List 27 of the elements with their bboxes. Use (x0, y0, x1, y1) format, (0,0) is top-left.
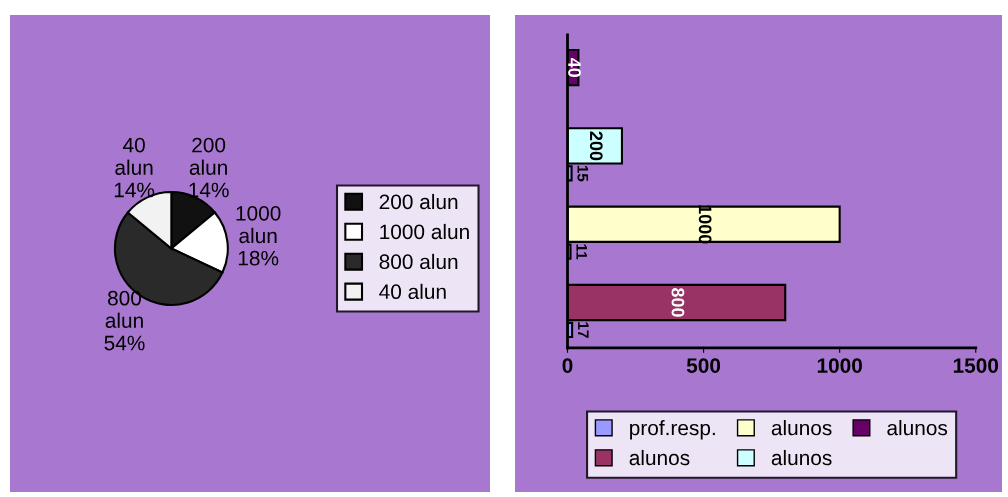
legend-label: alunos (887, 419, 948, 436)
legend-label: alunos (629, 449, 690, 466)
legend-label: alunos (771, 449, 832, 466)
data-label: 14% (189, 182, 229, 198)
data-label: 54% (104, 335, 145, 351)
legend-label: 800 alun (379, 253, 458, 270)
x-tick-label: 0 (562, 358, 573, 373)
x-tick-label: 1500 (953, 358, 999, 373)
data-label: 800 (671, 288, 685, 317)
data-label: 200 (589, 131, 603, 161)
slice-label: 200 alun (189, 137, 227, 175)
data-label: 18% (238, 250, 279, 266)
slice-label: 40 alun (115, 137, 153, 175)
data-label: 17 (578, 322, 589, 338)
legend-label: alunos (771, 419, 832, 436)
data-label: 11 (576, 244, 587, 260)
slice-label: 800 alun (105, 290, 143, 328)
x-tick-label: 1000 (817, 358, 862, 373)
legend-label: 40 alun (379, 283, 446, 300)
legend-label: 1000 alun (380, 223, 469, 240)
data-label: 15 (577, 165, 589, 182)
x-tick-label: 500 (686, 358, 721, 373)
legend-label: 200 alun (379, 193, 458, 210)
data-label: 14% (114, 182, 155, 198)
legend-label: prof.resp. (630, 420, 715, 440)
slice-label: 1000 alun (236, 205, 281, 244)
data-label: 40 (568, 57, 581, 77)
